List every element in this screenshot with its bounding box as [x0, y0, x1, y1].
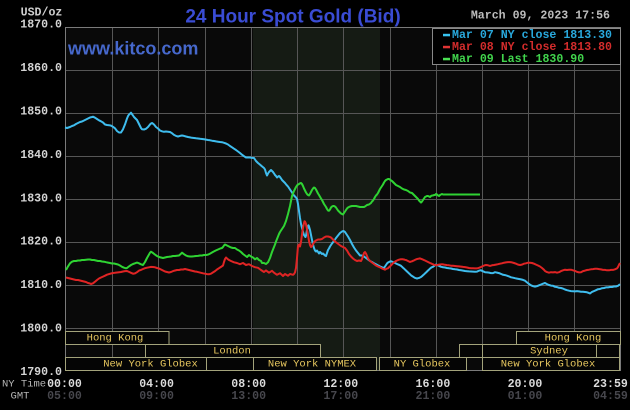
svg-text:12:00: 12:00	[323, 378, 358, 391]
svg-text:16:00: 16:00	[416, 378, 451, 391]
svg-text:24 Hour Spot Gold (Bid): 24 Hour Spot Gold (Bid)	[185, 7, 400, 28]
svg-text:New York NYMEX: New York NYMEX	[268, 358, 357, 370]
svg-text:21:00: 21:00	[416, 390, 451, 403]
svg-text:01:00: 01:00	[508, 390, 543, 403]
svg-text:1810.0: 1810.0	[20, 279, 62, 292]
svg-text:1840.0: 1840.0	[20, 149, 62, 162]
svg-text:Mar 08 NY close 1813.80: Mar 08 NY close 1813.80	[452, 41, 612, 54]
svg-text:08:00: 08:00	[231, 378, 266, 391]
svg-text:00:00: 00:00	[47, 378, 82, 391]
svg-text:23:59: 23:59	[593, 378, 628, 391]
svg-text:New York Globex: New York Globex	[103, 358, 198, 370]
svg-text:09:00: 09:00	[139, 390, 174, 403]
svg-text:1790.0: 1790.0	[20, 366, 62, 379]
svg-text:March 09, 2023 17:56: March 09, 2023 17:56	[471, 10, 610, 23]
svg-text:05:00: 05:00	[47, 390, 82, 403]
svg-text:www.kitco.com: www.kitco.com	[67, 39, 198, 59]
svg-text:Hong Kong: Hong Kong	[545, 332, 602, 344]
svg-text:Hong Kong: Hong Kong	[87, 332, 144, 344]
svg-text:04:00: 04:00	[139, 378, 174, 391]
svg-text:1800.0: 1800.0	[20, 323, 62, 336]
svg-text:20:00: 20:00	[508, 378, 543, 391]
svg-text:London: London	[213, 345, 251, 357]
svg-text:Sydney: Sydney	[530, 345, 568, 357]
svg-text:1860.0: 1860.0	[20, 62, 62, 75]
svg-text:USD/oz: USD/oz	[21, 7, 63, 20]
svg-text:04:59: 04:59	[593, 390, 628, 403]
svg-text:1830.0: 1830.0	[20, 192, 62, 205]
svg-text:NY Time: NY Time	[2, 379, 46, 391]
svg-text:1820.0: 1820.0	[20, 236, 62, 249]
svg-text:Mar 07 NY close 1813.30: Mar 07 NY close 1813.30	[452, 29, 612, 42]
svg-text:New York Globex: New York Globex	[501, 358, 596, 370]
svg-text:1870.0: 1870.0	[20, 19, 62, 32]
svg-text:17:00: 17:00	[323, 390, 358, 403]
svg-text:GMT: GMT	[11, 391, 30, 403]
svg-text:1850.0: 1850.0	[20, 105, 62, 118]
svg-text:NY Globex: NY Globex	[394, 358, 451, 370]
svg-text:13:00: 13:00	[231, 390, 266, 403]
svg-text:Mar 09 Last 1830.90: Mar 09 Last 1830.90	[452, 53, 584, 66]
